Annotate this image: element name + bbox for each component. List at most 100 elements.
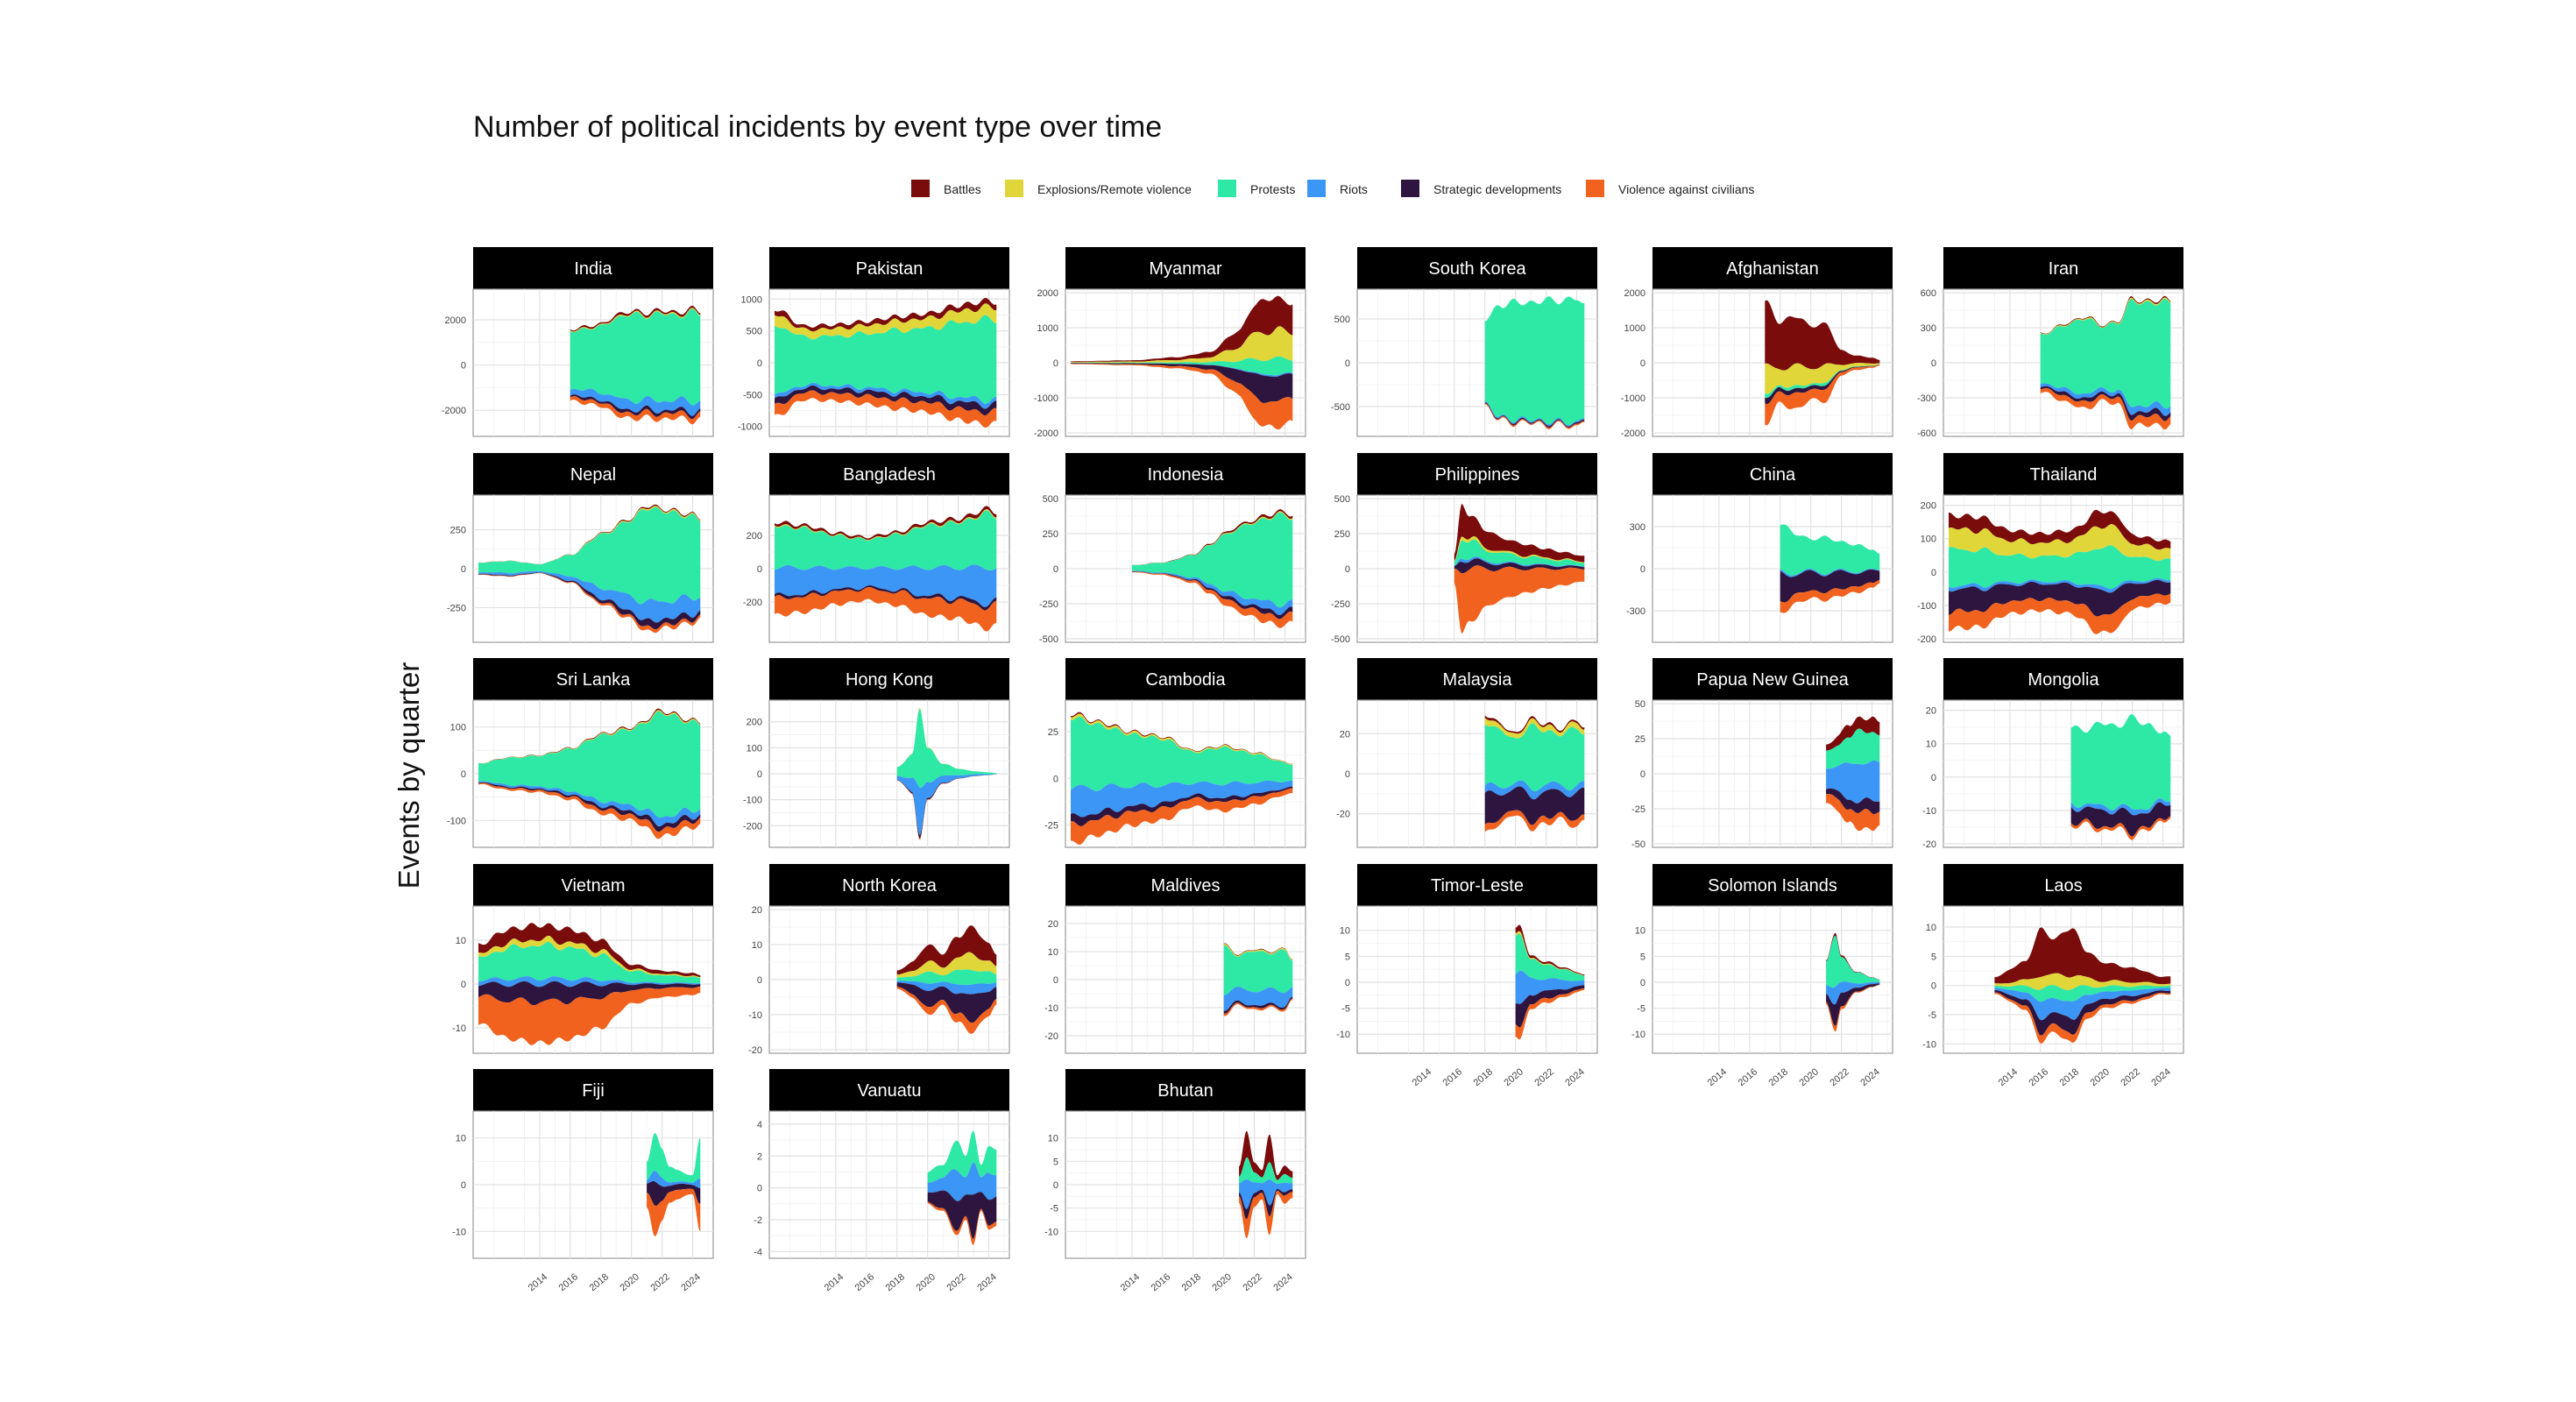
facet-strip-label: Philippines [1435, 465, 1520, 485]
legend-item: Strategic developments [1401, 180, 1561, 197]
x-tick-label: 2020 [1211, 1271, 1234, 1293]
stream-layers [1826, 932, 1880, 1032]
facet-panel: Sri Lanka -100 0 100 [447, 658, 714, 848]
y-tick-label: -250 [1039, 599, 1058, 610]
stream-layer-protests [1131, 512, 1293, 608]
legend-item: Riots [1307, 180, 1368, 197]
stream-layer-battles [1994, 927, 2171, 985]
x-tick-label: 2018 [1180, 1271, 1203, 1293]
y-tick-label: 0 [757, 769, 762, 780]
y-tick-label: -1000 [738, 422, 762, 433]
chart-title: Number of political incidents by event t… [473, 110, 1162, 144]
stream-layer-riots [1484, 780, 1585, 800]
y-tick-label: 0 [1053, 975, 1058, 986]
y-tick-label: -1000 [1621, 393, 1645, 404]
facet-strip-label: Timor-Leste [1431, 876, 1524, 896]
facet-strip [1652, 247, 1893, 289]
y-tick-label: 600 [1921, 288, 1936, 299]
y-tick-label: -5 [1637, 1004, 1645, 1015]
stream-layers [478, 923, 701, 1045]
facet-strip-label: Afghanistan [1726, 259, 1819, 279]
facet-panel: Timor-Leste -10 -5 0 5 10 2014 2016 2018 2020 2022… [1336, 864, 1598, 1088]
stream-layer-violence-against-civilians [927, 1201, 997, 1245]
stream-layer-explosions-remote-violence [775, 303, 997, 340]
y-tick-label: 200 [1921, 501, 1936, 512]
x-tick-label: 2016 [1737, 1066, 1759, 1088]
stream-layer-explosions-remote-violence [896, 952, 997, 978]
stream-layer-protests [1826, 935, 1880, 988]
facet-panel: Philippines -500 -250 0 250 500 [1331, 453, 1598, 645]
stream-layer-protests [1071, 716, 1293, 791]
stream-layer-battles [1454, 503, 1585, 563]
y-tick-label: 1000 [741, 294, 762, 305]
stream-layers [775, 298, 997, 428]
x-tick-label: 2022 [2119, 1066, 2141, 1088]
stream-layer-violence-against-civilians [2070, 816, 2171, 840]
y-tick-label: -100 [743, 796, 762, 806]
x-tick-label: 2020 [619, 1271, 641, 1293]
stream-layers [1131, 509, 1293, 628]
x-tick-label: 2024 [975, 1271, 998, 1293]
facet-panel: South Korea -500 0 500 [1331, 247, 1598, 437]
facet-panel: Laos -10 -5 0 5 10 2014 2016 2018 2020 2022 2024 [1922, 864, 2184, 1088]
y-tick-label: 0 [1345, 564, 1350, 575]
stream-layer-protests [927, 1130, 997, 1183]
stream-layer-riots [1826, 760, 1880, 804]
y-tick-label: -4 [754, 1247, 762, 1257]
stream-layer-battles [478, 923, 701, 978]
facet-strip [1357, 453, 1597, 495]
y-tick-label: -25 [1631, 804, 1645, 815]
stream-layer-violence-against-civilians [478, 986, 701, 1045]
y-tick-label: -10 [452, 1227, 466, 1237]
y-tick-label: 300 [1630, 522, 1645, 533]
stream-layers [1780, 524, 1880, 613]
y-tick-label: -5 [1928, 1010, 1936, 1021]
stream-layer-protests [896, 969, 997, 986]
facet-panel: Indonesia -500 -250 0 250 500 [1039, 453, 1306, 645]
gridlines [1065, 906, 1306, 1053]
facet-strip [769, 247, 1009, 289]
facet-strip-label: Mongolia [2028, 670, 2099, 690]
y-tick-label: 250 [450, 526, 466, 536]
y-tick-label: 50 [1635, 699, 1645, 710]
stream-layer-violence-against-civilians [1071, 363, 1293, 430]
x-tick-label: 2014 [1706, 1066, 1729, 1088]
facet-strip-label: India [574, 259, 612, 279]
stream-layer-explosions-remote-violence [1484, 718, 1585, 739]
facet-panel: China -300 0 300 [1626, 453, 1893, 643]
stream-layer-protests [1780, 524, 1880, 576]
stream-layer-riots [570, 388, 701, 416]
facet-panel: Cambodia -25 0 25 [1044, 658, 1306, 848]
stream-layer-strategic-developments [896, 982, 997, 1023]
stream-layer-riots [1071, 780, 1293, 818]
x-tick-label: 2016 [1150, 1271, 1172, 1293]
stream-layers [1454, 503, 1585, 634]
y-tick-label: 0 [757, 975, 762, 986]
stream-layer-violence-against-civilians [1071, 788, 1293, 845]
stream-layer-protests [1826, 728, 1880, 769]
y-tick-label: -500 [1331, 634, 1350, 645]
x-tick-label: 2022 [945, 1271, 967, 1293]
stream-layers [478, 708, 701, 839]
facet-strip [1065, 658, 1306, 700]
stream-layer-violence-against-civilians [1765, 365, 1880, 426]
stream-layer-violence-against-civilians [1994, 992, 2171, 1044]
stream-layer-violence-against-civilians [1826, 794, 1880, 832]
stream-layer-riots [896, 981, 997, 995]
facet-strip [769, 658, 1009, 700]
facet-strip [473, 1069, 713, 1111]
facet-strip [769, 864, 1009, 906]
stream-layer-strategic-developments [1071, 786, 1293, 826]
stream-layers [570, 305, 701, 425]
facet-strip [473, 658, 713, 700]
y-tick-label: -1000 [1034, 393, 1058, 404]
stream-layer-protests [2040, 298, 2171, 409]
stream-layer-violence-against-civilians [1131, 571, 1293, 628]
facet-panel: Nepal -250 0 250 [447, 453, 714, 643]
facet-panel: Malaysia -20 0 20 [1336, 658, 1598, 848]
x-tick-label: 2018 [2058, 1066, 2081, 1088]
facet-panel: Pakistan -1000 -500 0 500 1000 [738, 247, 1010, 437]
stream-layer-riots [775, 564, 997, 607]
y-tick-label: -20 [748, 1045, 762, 1056]
stream-layer-violence-against-civilians [1239, 1190, 1293, 1239]
